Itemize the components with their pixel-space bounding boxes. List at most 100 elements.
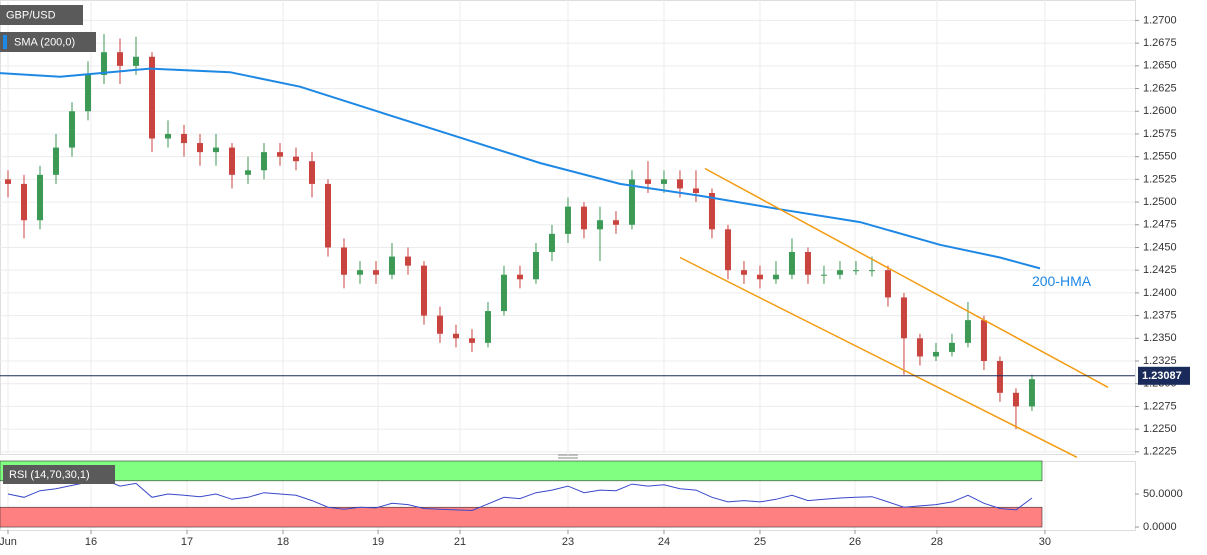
- y-tick-label: 1.2500: [1143, 196, 1177, 208]
- candle-body: [932, 351, 939, 357]
- candle-body: [948, 342, 955, 352]
- y-tick-label: 1.2600: [1143, 105, 1177, 117]
- y-tick-label: 1.2350: [1143, 332, 1177, 344]
- candle-body: [564, 206, 571, 234]
- candle-body: [660, 179, 667, 184]
- candle-body: [372, 270, 379, 275]
- candle-body: [100, 52, 107, 75]
- candle-body: [740, 270, 747, 275]
- y-tick-label: 1.2650: [1143, 60, 1177, 72]
- candle-body: [116, 52, 123, 66]
- candle-body: [340, 247, 347, 275]
- candle-body: [292, 156, 299, 162]
- candle-body: [436, 315, 443, 334]
- candle-body: [900, 297, 907, 339]
- x-tick-label: 26: [849, 536, 861, 548]
- candle-body: [756, 274, 763, 280]
- candle-body: [68, 111, 75, 148]
- candle-body: [500, 274, 507, 312]
- candle-body: [788, 252, 795, 275]
- candle-body: [868, 270, 875, 272]
- annotation: 200-HMA: [1032, 273, 1092, 289]
- x-tick-label: 18: [277, 536, 289, 548]
- candle-body: [468, 338, 475, 343]
- ma-line: [0, 67, 1041, 270]
- y-tick-label: 1.2400: [1143, 287, 1177, 299]
- y-tick-label: 1.2425: [1143, 264, 1177, 276]
- x-tick-label: 23: [562, 536, 574, 548]
- candle-body: [964, 320, 971, 343]
- y-tick-label: 1.2575: [1143, 128, 1177, 140]
- candle-body: [548, 233, 555, 253]
- x-tick-label: 16: [85, 536, 97, 548]
- rsi-band: [0, 460, 1043, 482]
- candle-body: [196, 143, 203, 153]
- candle-body: [772, 274, 779, 280]
- candle-body: [84, 74, 91, 112]
- last-price-label: 1.23087: [1142, 370, 1182, 382]
- legend-label: SMA (200,0): [14, 36, 75, 48]
- candle-body: [644, 179, 651, 184]
- candle-body: [180, 133, 187, 144]
- candle-body: [996, 361, 1003, 393]
- channel-line: [679, 256, 1078, 458]
- y-tick-label: 1.2625: [1143, 82, 1177, 94]
- x-tick-label: 25: [754, 536, 766, 548]
- legend-swatch: [3, 35, 7, 49]
- x-tick-label: 28: [931, 536, 943, 548]
- x-tick-label: 21: [454, 536, 466, 548]
- panel-handle[interactable]: [558, 454, 578, 459]
- candle-body: [212, 147, 219, 153]
- candle-body: [36, 174, 43, 221]
- candle-body: [884, 270, 891, 298]
- candle-body: [1012, 392, 1019, 407]
- chart-title: GBP/USD: [6, 9, 56, 21]
- channel-line: [704, 167, 1109, 388]
- candle-body: [148, 56, 155, 139]
- candle-body: [516, 274, 523, 280]
- candle-body: [276, 152, 283, 157]
- y-tick-label: 1.2250: [1143, 423, 1177, 435]
- candle-body: [596, 220, 603, 230]
- candle-body: [52, 147, 59, 175]
- y-tick-label: 1.2675: [1143, 37, 1177, 49]
- x-tick-label: 30: [1039, 536, 1051, 548]
- candle-body: [308, 161, 315, 184]
- candle-body: [484, 311, 491, 343]
- y-tick-label: 1.2225: [1143, 446, 1177, 458]
- candle-body: [356, 270, 363, 275]
- candle-body: [420, 265, 427, 316]
- y-tick-label: 1.2375: [1143, 310, 1177, 322]
- x-tick-label: 17: [181, 536, 193, 548]
- candle-body: [804, 252, 811, 275]
- y-tick-label: 1.2275: [1143, 400, 1177, 412]
- last-price-box: [1138, 366, 1190, 385]
- y-tick-label: 1.2475: [1143, 219, 1177, 231]
- candle-body: [628, 179, 635, 225]
- plot-layer: 1.22251.22501.22751.23001.23251.23501.23…: [0, 0, 1190, 548]
- candle-body: [20, 183, 27, 221]
- y-tick-label: 1.2525: [1143, 173, 1177, 185]
- rsi-line: [7, 478, 1033, 512]
- candle-body: [980, 320, 987, 362]
- candle-body: [324, 183, 331, 248]
- rsi-title: RSI (14,70,30,1): [9, 469, 90, 481]
- y-tick-label: 1.2325: [1143, 355, 1177, 367]
- candle-body: [388, 256, 395, 275]
- x-tick-label: 24: [658, 536, 670, 548]
- candle-body: [260, 152, 267, 171]
- candle-body: [244, 170, 251, 175]
- candle-body: [580, 206, 587, 230]
- candle-body: [132, 56, 139, 66]
- candle-body: [404, 256, 411, 266]
- candle-body: [452, 333, 459, 339]
- y-tick-label: 1.2450: [1143, 241, 1177, 253]
- y-tick-label: 0.0000: [1143, 521, 1177, 533]
- candle-body: [4, 179, 11, 184]
- title-box: [0, 5, 83, 25]
- candle-body: [612, 220, 619, 225]
- candle-body: [708, 192, 715, 230]
- rsi-band: [0, 506, 1043, 528]
- candle-body: [820, 274, 827, 276]
- y-tick-label: 50.0000: [1143, 488, 1183, 500]
